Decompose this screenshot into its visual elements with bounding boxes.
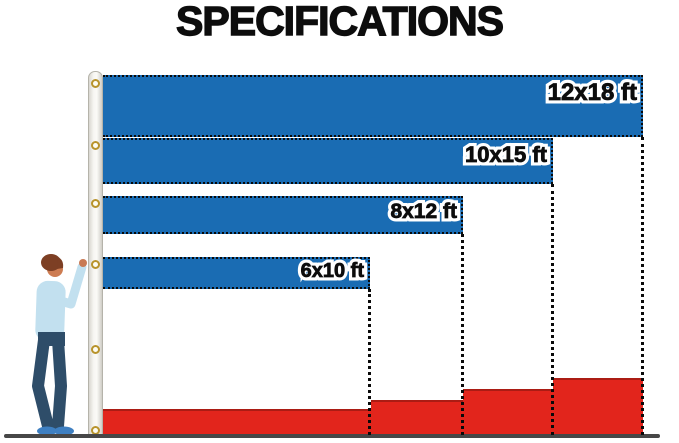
grommet-icon <box>91 260 100 269</box>
ground-line <box>4 434 660 438</box>
page-title: SPECIFICATIONS <box>175 0 504 45</box>
size-label-8x12: 8x12 ft <box>390 200 457 224</box>
grommet-icon <box>91 141 100 150</box>
size-label-12x18: 12x18 ft <box>547 79 637 107</box>
measure-line-10x15 <box>551 184 554 435</box>
red-stripe-8x12 <box>371 400 463 435</box>
size-label-6x10: 6x10 ft <box>300 260 364 283</box>
grommet-icon <box>91 79 100 88</box>
size-label-10x15: 10x15 ft <box>465 142 548 168</box>
measure-line-8x12 <box>461 234 464 435</box>
person-illustration <box>32 254 87 436</box>
hand <box>79 259 87 267</box>
measure-line-6x10 <box>368 289 371 435</box>
red-stripe-10x15 <box>463 389 553 435</box>
grommet-icon <box>91 345 100 354</box>
grommet-icon <box>91 199 100 208</box>
red-stripe-6x10 <box>103 409 371 435</box>
red-stripe-12x18 <box>553 378 643 435</box>
measure-line-12x18 <box>641 137 644 435</box>
